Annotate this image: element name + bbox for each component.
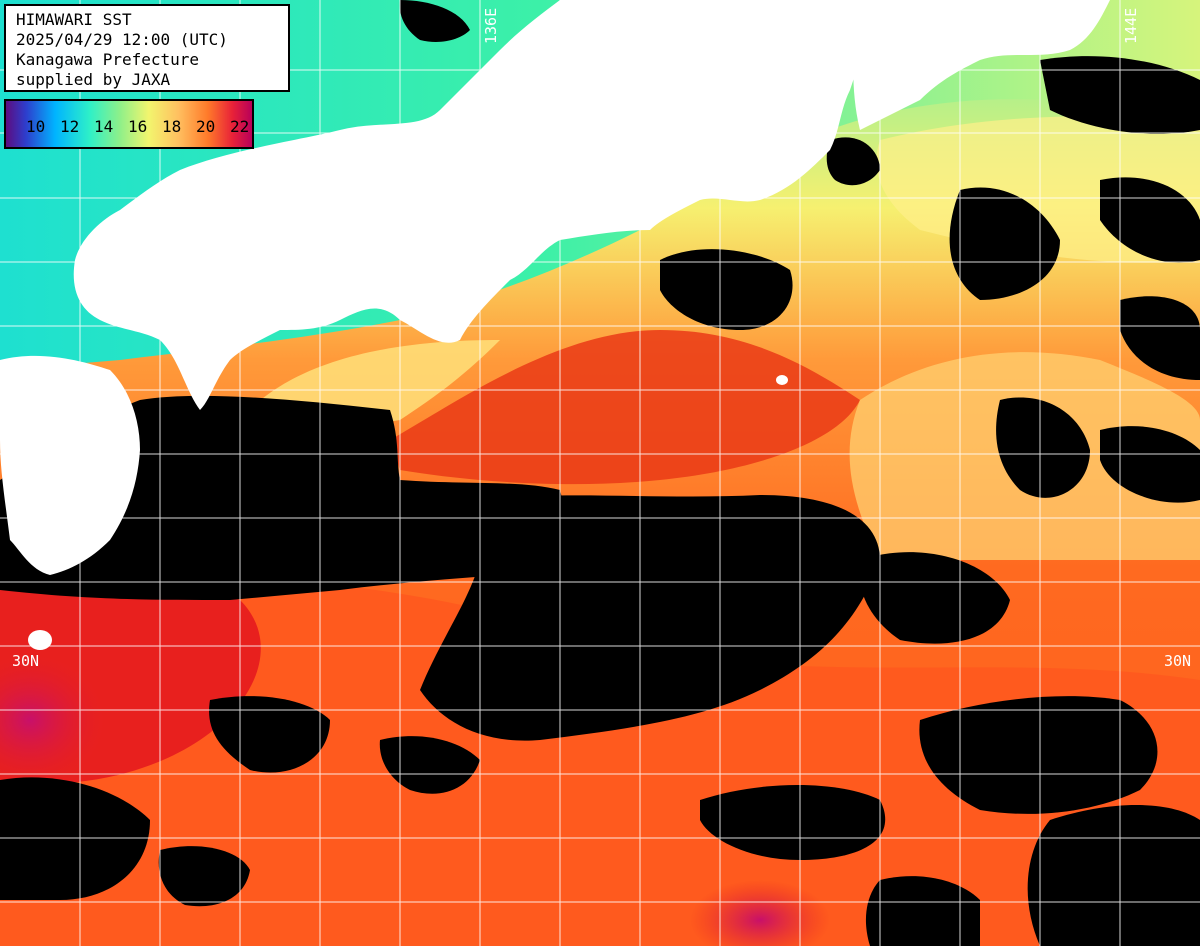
hot-spot-west <box>0 650 110 790</box>
lat-label-left: 30N <box>12 652 40 670</box>
legend-label: 20 <box>196 117 216 136</box>
hot-spot-south <box>690 880 830 946</box>
land <box>0 0 1110 650</box>
lat-label-right: 30N <box>1164 652 1192 670</box>
lon-label-144: 144E <box>1122 7 1140 44</box>
publisher: Kanagawa Prefecture <box>16 50 200 69</box>
legend-label: 22 <box>230 117 250 136</box>
warm-south <box>0 576 1200 946</box>
legend-label: 12 <box>60 117 80 136</box>
lon-label-136: 136E <box>482 7 500 44</box>
data-source: supplied by JAXA <box>16 70 171 89</box>
product-title: HIMAWARI SST <box>16 10 132 29</box>
info-box: HIMAWARI SST 2025/04/29 12:00 (UTC) Kana… <box>4 4 290 92</box>
legend-labels: 10 12 14 16 18 20 22 <box>26 117 264 136</box>
legend-label: 14 <box>94 117 114 136</box>
legend-label: 18 <box>162 117 182 136</box>
kuroshio-band <box>390 330 860 485</box>
legend-label: 10 <box>26 117 46 136</box>
legend-label: 16 <box>128 117 148 136</box>
color-legend: 10 12 14 16 18 20 22 <box>4 99 254 149</box>
timestamp: 2025/04/29 12:00 (UTC) <box>16 30 228 49</box>
